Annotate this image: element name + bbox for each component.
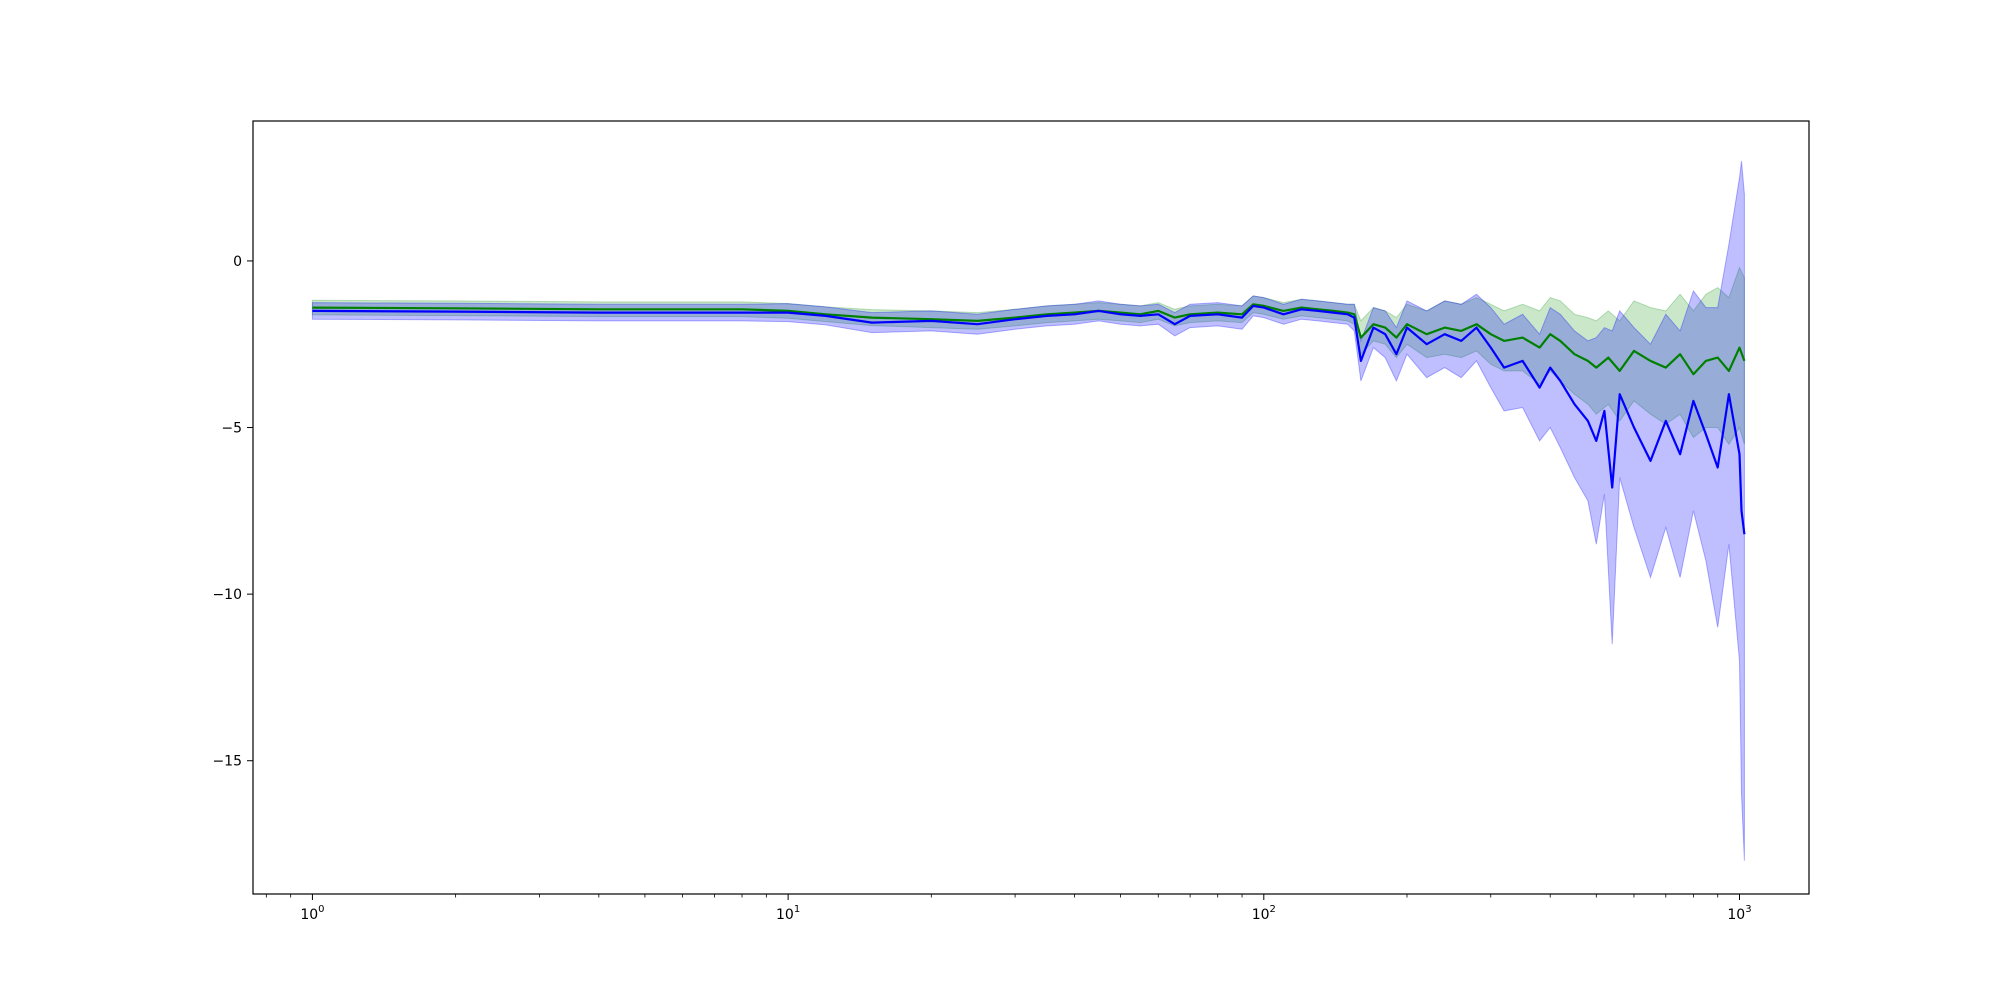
series-lines: [312, 303, 1746, 535]
y-axis: 0 −5 −10 −15: [212, 254, 253, 770]
series-1-line: [312, 303, 1746, 376]
x-tick-label: 101: [776, 904, 800, 923]
series-2-band: [311, 160, 1745, 861]
x-tick-label: 102: [1252, 904, 1276, 923]
x-axis: 100 101 102 103: [265, 894, 1752, 923]
x-tick-label: 103: [1727, 904, 1751, 923]
y-tick-label: −15: [212, 754, 242, 770]
y-tick-label: −10: [212, 587, 242, 603]
confidence-bands: [311, 160, 1745, 861]
x-tick-label: 100: [300, 904, 324, 923]
y-tick-label: 0: [233, 254, 242, 270]
y-tick-label: −5: [221, 421, 242, 437]
plot-frame: [252, 120, 1810, 895]
series-2-line: [312, 304, 1746, 535]
